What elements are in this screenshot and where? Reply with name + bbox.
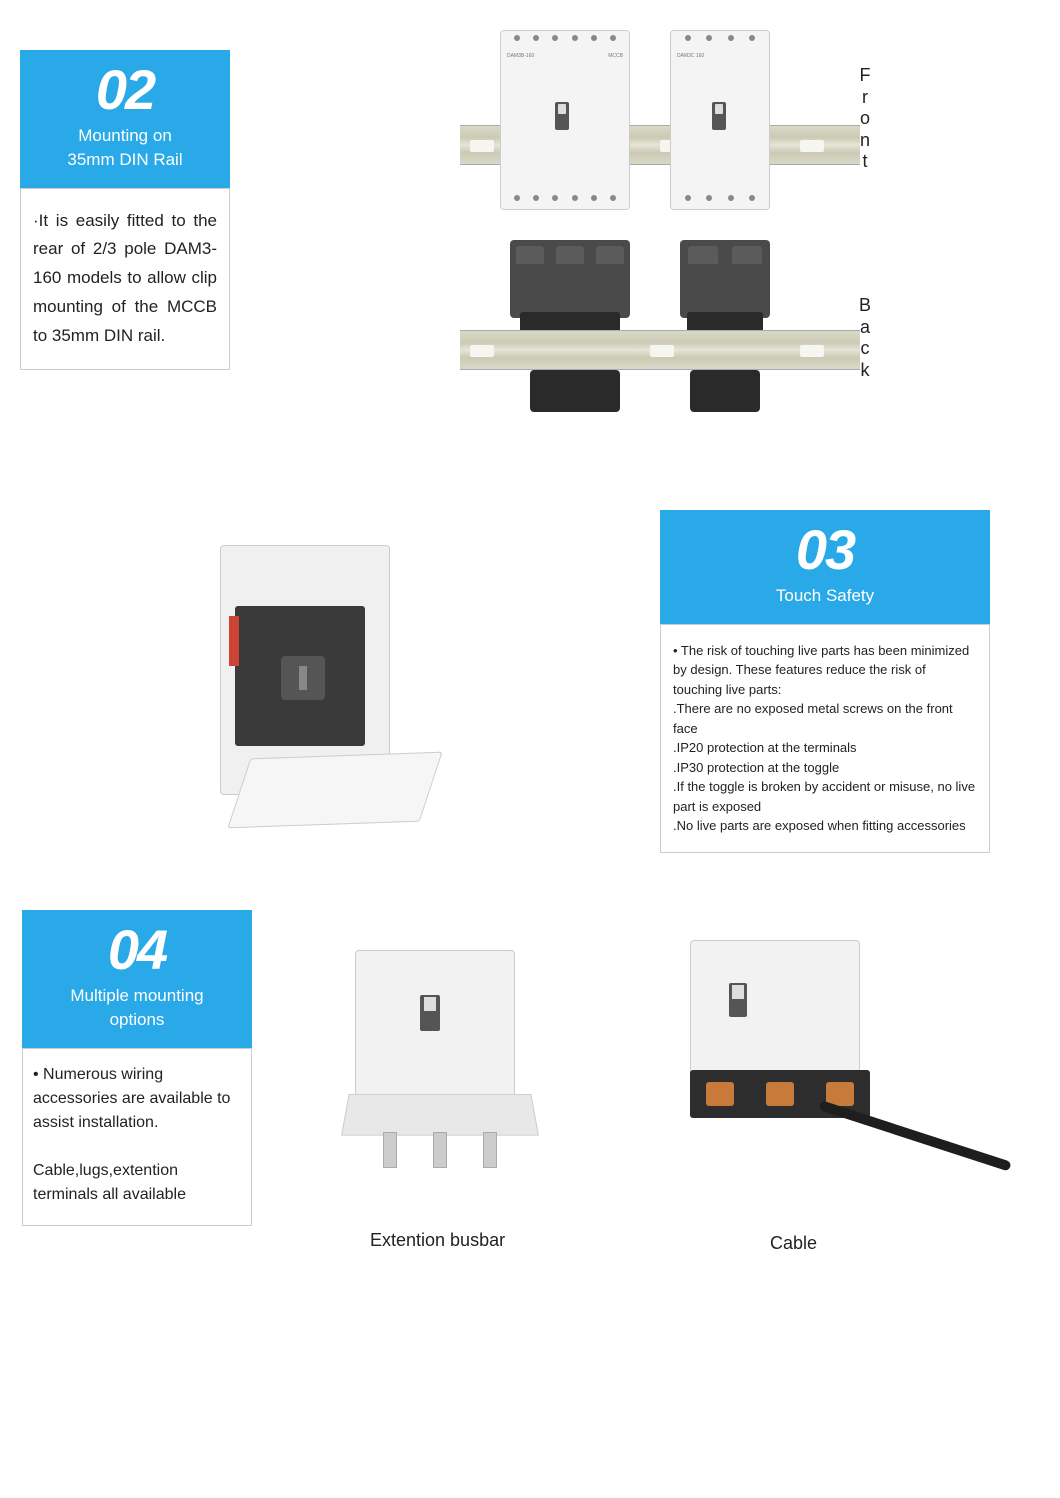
- section-04: 04 Multiple mounting options • Numerous …: [22, 910, 252, 1226]
- mccb-knob-icon: [281, 656, 325, 700]
- mccb-back-3pole: [510, 240, 630, 318]
- section-03-header: 03 Touch Safety: [660, 510, 990, 624]
- mccb-front-2pole: DAM3C 160: [670, 30, 770, 210]
- section-03-body: • The risk of touching live parts has be…: [660, 624, 990, 853]
- section-04-title: Multiple mounting options: [30, 984, 244, 1032]
- busbar-pin-icon: [483, 1132, 497, 1168]
- label-back: Back: [855, 295, 875, 381]
- label-front: Front: [855, 65, 875, 173]
- busbar-base-icon: [341, 1094, 539, 1136]
- mccb-back-2pole: [680, 240, 770, 318]
- mccb-toggle-icon: [420, 995, 440, 1031]
- busbar-pin-icon: [383, 1132, 397, 1168]
- section-04-body-p1: • Numerous wiring accessories are availa…: [33, 1063, 241, 1135]
- mccb-front-3pole: DAM3B-160 MCCB: [500, 30, 630, 210]
- busbar-pin-icon: [433, 1132, 447, 1168]
- din-rail-front: DAM3B-160 MCCB DAM3C 160: [460, 30, 850, 220]
- section-04-body-p2: Cable,lugs,extention terminals all avail…: [33, 1159, 241, 1207]
- mccb-cable-body: [690, 940, 860, 1080]
- section-03-illustration: [200, 545, 440, 855]
- caption-busbar: Extention busbar: [370, 1230, 505, 1251]
- cable-icon: [818, 1100, 1011, 1171]
- section-03-number: 03: [668, 522, 982, 578]
- mccb-model-label-2: DAM3C 160: [677, 53, 763, 59]
- section-02-illustration: DAM3B-160 MCCB DAM3C 160: [460, 30, 850, 430]
- mccb-toggle-icon: [729, 983, 747, 1017]
- mccb-busbar-body: [355, 950, 515, 1100]
- section-02-title: Mounting on 35mm DIN Rail: [28, 124, 222, 172]
- mccb-toggle-icon: [712, 102, 726, 130]
- section-03: 03 Touch Safety • The risk of touching l…: [660, 510, 990, 853]
- section-04-number: 04: [30, 922, 244, 978]
- caption-cable: Cable: [770, 1233, 817, 1254]
- rail-bar-back: [460, 330, 860, 370]
- section-02-body: ·It is easily fitted to the rear of 2/3 …: [20, 188, 230, 370]
- section-02: 02 Mounting on 35mm DIN Rail ·It is easi…: [20, 50, 230, 370]
- section-03-title: Touch Safety: [668, 584, 982, 608]
- section-04-header: 04 Multiple mounting options: [22, 910, 252, 1048]
- clip-3pole: [530, 370, 620, 412]
- section-02-number: 02: [28, 62, 222, 118]
- section-04-illustration-busbar: [345, 950, 545, 1180]
- clip-2pole: [690, 370, 760, 412]
- mccb-open-cover: [227, 752, 442, 829]
- mccb-model-label: DAM3B-160 MCCB: [507, 53, 623, 59]
- din-rail-back: [460, 240, 850, 430]
- section-04-body: • Numerous wiring accessories are availa…: [22, 1048, 252, 1226]
- section-04-illustration-cable: [680, 940, 910, 1180]
- mccb-toggle-icon: [555, 102, 569, 130]
- section-02-header: 02 Mounting on 35mm DIN Rail: [20, 50, 230, 188]
